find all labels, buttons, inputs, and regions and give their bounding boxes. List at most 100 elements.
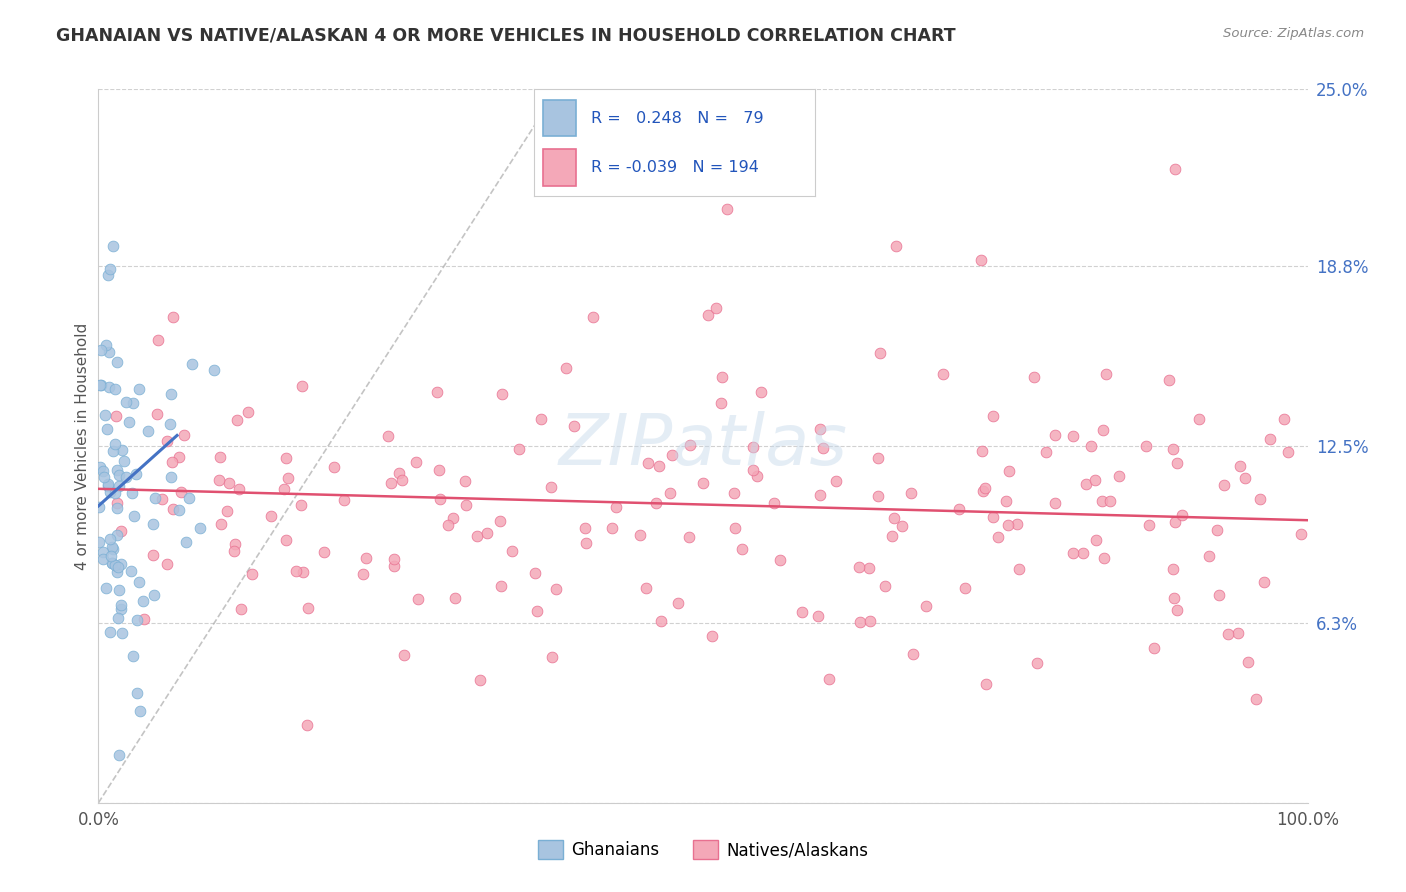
Point: [818, 673, 841, 687]
Point: [107, 559, 129, 574]
Point: [970, 444, 993, 458]
Point: [90, 377, 112, 392]
Text: Source: ZipAtlas.com: Source: ZipAtlas.com: [1223, 27, 1364, 40]
Point: [811, 441, 834, 455]
Point: [444, 591, 467, 605]
Point: [159, 417, 181, 431]
Point: [763, 496, 786, 510]
Point: [866, 490, 889, 504]
Point: [136, 424, 159, 438]
Point: [107, 565, 129, 579]
Point: [1092, 550, 1115, 565]
Point: [1094, 368, 1116, 382]
Point: [101, 239, 124, 253]
Point: [1161, 442, 1184, 456]
Point: [582, 310, 605, 324]
Point: [105, 528, 128, 542]
Point: [173, 427, 195, 442]
Point: [274, 450, 297, 465]
Point: [437, 517, 460, 532]
Point: [145, 491, 167, 505]
Point: [107, 582, 129, 597]
Point: [94, 409, 117, 423]
Point: [225, 413, 247, 427]
Point: [89, 500, 111, 515]
Point: [215, 504, 238, 518]
Point: [891, 518, 914, 533]
Point: [224, 537, 246, 551]
Point: [101, 541, 124, 556]
Point: [848, 560, 870, 574]
Point: [356, 550, 378, 565]
Point: [723, 485, 745, 500]
Point: [704, 301, 727, 315]
Point: [697, 309, 720, 323]
Point: [575, 536, 598, 550]
Point: [883, 511, 905, 525]
Point: [124, 509, 146, 524]
Point: [1137, 518, 1160, 533]
Point: [114, 470, 136, 484]
Point: [274, 533, 297, 547]
Point: [731, 541, 754, 556]
Point: [1258, 433, 1281, 447]
Point: [987, 530, 1010, 544]
Point: [1062, 545, 1084, 559]
Point: [218, 475, 240, 490]
Point: [810, 488, 832, 502]
Point: [972, 483, 994, 498]
Point: [1289, 527, 1312, 541]
Point: [1164, 516, 1187, 530]
Point: [886, 239, 908, 253]
Point: [1198, 549, 1220, 564]
Point: [742, 440, 765, 454]
Point: [1277, 445, 1299, 459]
Point: [648, 458, 671, 473]
Point: [160, 470, 183, 484]
Point: [100, 549, 122, 563]
Point: [134, 612, 156, 626]
Point: [107, 611, 129, 625]
Point: [167, 450, 190, 465]
Point: [131, 594, 153, 608]
Point: [105, 355, 128, 369]
Point: [546, 582, 568, 596]
Point: [170, 484, 193, 499]
Point: [644, 496, 666, 510]
Point: [600, 521, 623, 535]
Point: [122, 648, 145, 663]
Point: [208, 450, 231, 464]
Point: [1208, 589, 1230, 603]
Point: [700, 629, 723, 643]
Point: [96, 338, 118, 352]
Point: [388, 466, 411, 480]
Point: [110, 557, 132, 571]
Point: [1073, 546, 1095, 560]
Point: [1161, 562, 1184, 576]
Point: [112, 454, 135, 468]
Point: [382, 552, 405, 566]
Point: [284, 564, 307, 578]
Point: [808, 421, 831, 435]
Point: [541, 649, 564, 664]
Point: [91, 464, 114, 478]
Point: [900, 486, 922, 500]
Point: [89, 460, 111, 475]
Point: [873, 579, 896, 593]
Point: [103, 437, 125, 451]
Point: [108, 479, 131, 493]
Point: [228, 483, 250, 497]
Point: [96, 422, 118, 436]
Point: [97, 268, 120, 282]
Point: [181, 357, 204, 371]
Point: [146, 407, 169, 421]
Point: [98, 262, 121, 277]
Point: [1008, 562, 1031, 576]
Point: [97, 476, 120, 491]
Point: [915, 599, 938, 614]
Point: [391, 473, 413, 487]
Point: [501, 544, 523, 558]
Point: [101, 444, 124, 458]
Point: [666, 596, 689, 610]
Point: [825, 474, 848, 488]
